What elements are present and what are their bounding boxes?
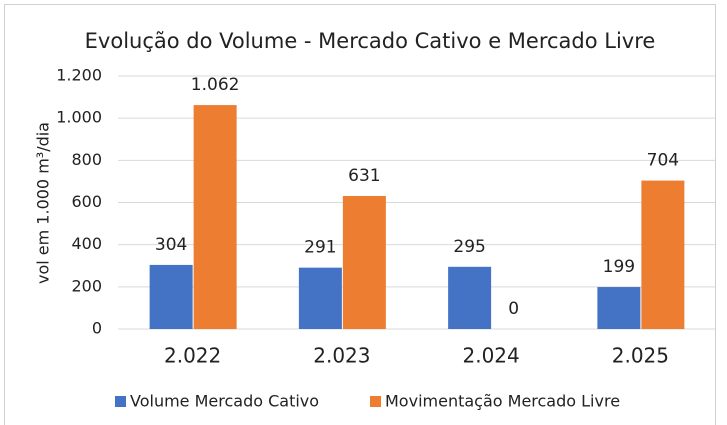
x-tick-label: 2.022 <box>164 344 221 368</box>
y-axis-label: vol em 1.000 m³/dia <box>34 122 53 284</box>
data-label: 704 <box>647 151 679 171</box>
data-label: 1.062 <box>191 75 240 95</box>
data-label: 304 <box>155 235 187 255</box>
chart-title: Evolução do Volume - Mercado Cativo e Me… <box>85 29 656 53</box>
y-tick-label: 400 <box>71 234 102 253</box>
data-label: 199 <box>603 257 635 277</box>
y-tick-label: 800 <box>71 150 102 169</box>
bar <box>597 287 641 329</box>
x-tick-label: 2.023 <box>313 344 370 368</box>
y-tick-label: 600 <box>71 192 102 211</box>
x-tick-label: 2.024 <box>462 344 519 368</box>
bar <box>193 105 237 329</box>
legend-swatch <box>370 396 381 407</box>
y-tick-label: 1.000 <box>56 108 102 127</box>
bar <box>448 266 492 329</box>
bar <box>149 264 193 329</box>
y-tick-label: 1.200 <box>56 66 102 85</box>
legend-label: Movimentação Mercado Livre <box>385 392 620 411</box>
legend-swatch <box>115 396 126 407</box>
legend-label: Volume Mercado Cativo <box>130 392 319 411</box>
x-tick-label: 2.025 <box>612 344 669 368</box>
data-label: 0 <box>508 299 519 319</box>
data-label: 291 <box>304 238 336 258</box>
y-tick-label: 200 <box>71 276 102 295</box>
data-label: 631 <box>348 166 380 186</box>
data-label: 295 <box>453 237 485 257</box>
bar <box>342 195 386 329</box>
bar <box>641 180 685 329</box>
y-tick-label: 0 <box>92 319 102 338</box>
bar <box>298 267 342 329</box>
